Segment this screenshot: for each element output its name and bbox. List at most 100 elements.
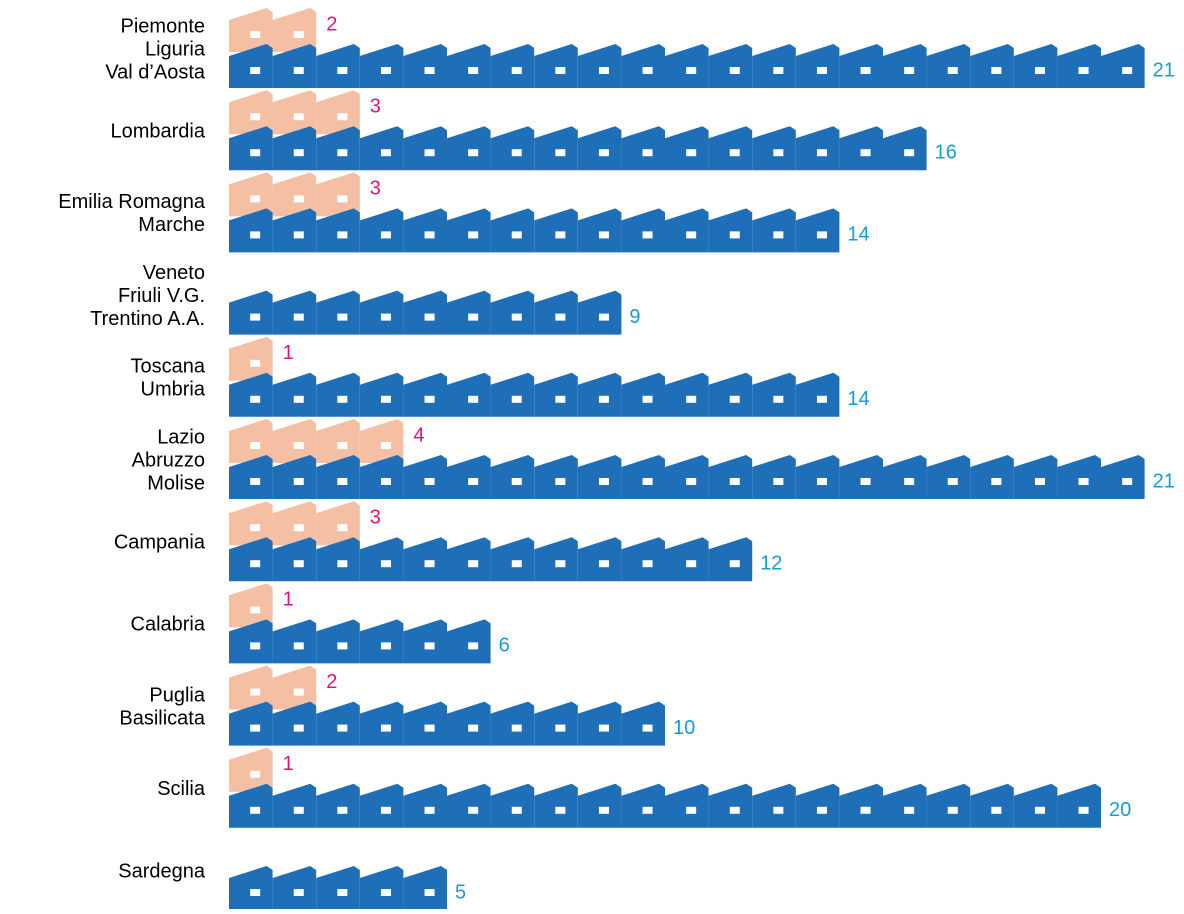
pictogram-bar <box>229 172 360 217</box>
building-unit <box>534 372 578 417</box>
building-unit <box>229 665 273 710</box>
category-label: Marche <box>138 214 205 236</box>
building-unit <box>665 44 709 88</box>
building-unit <box>316 783 360 828</box>
window <box>729 149 740 157</box>
window <box>424 478 435 485</box>
window <box>991 67 1002 74</box>
value-label: 2 <box>326 671 337 693</box>
window <box>468 395 479 403</box>
window <box>598 231 609 239</box>
window <box>686 149 697 157</box>
window <box>337 560 348 568</box>
building-unit <box>229 8 273 52</box>
window <box>947 806 958 814</box>
building-unit <box>795 372 840 417</box>
building-unit <box>272 419 317 463</box>
building-unit <box>708 537 753 582</box>
window <box>1078 67 1089 74</box>
window <box>642 724 653 732</box>
window <box>293 313 304 321</box>
value-label: 10 <box>673 717 695 739</box>
building-unit <box>577 126 622 171</box>
window <box>773 478 784 485</box>
building-unit <box>708 372 753 417</box>
pictogram-bar <box>229 372 840 417</box>
window <box>250 524 261 532</box>
building-unit <box>229 90 273 135</box>
building-unit <box>229 419 273 463</box>
pictogram-bar <box>229 419 404 463</box>
window <box>337 67 348 74</box>
window <box>468 806 479 814</box>
building-unit <box>665 126 709 171</box>
building-unit <box>1057 455 1101 499</box>
building-unit <box>577 537 622 582</box>
window <box>1122 67 1133 74</box>
building-unit <box>359 783 404 828</box>
building-unit <box>316 290 360 335</box>
value-label: 14 <box>847 224 869 246</box>
window <box>293 724 304 732</box>
value-label: 2 <box>326 13 337 35</box>
building-unit <box>447 208 491 253</box>
window <box>816 231 827 239</box>
building-unit <box>229 336 273 381</box>
building-unit <box>447 44 491 88</box>
building-unit <box>534 455 578 499</box>
window <box>511 724 522 732</box>
building-unit <box>577 208 622 253</box>
window <box>555 478 566 485</box>
window <box>1078 478 1089 485</box>
building-unit <box>272 619 317 664</box>
building-unit <box>708 208 753 253</box>
building-unit <box>839 44 883 88</box>
window <box>250 395 261 403</box>
building-unit <box>490 372 535 417</box>
building-unit <box>795 44 840 88</box>
building-unit <box>229 583 273 628</box>
category-label: Abruzzo <box>132 449 205 471</box>
window <box>1078 806 1089 814</box>
window <box>642 395 653 403</box>
window <box>1034 478 1045 485</box>
window <box>686 806 697 814</box>
building-unit <box>1057 783 1101 828</box>
building-unit <box>272 8 317 52</box>
value-label: 20 <box>1109 799 1131 821</box>
building-unit <box>1013 783 1058 828</box>
building-unit <box>795 126 840 171</box>
window <box>250 478 261 485</box>
window <box>250 149 261 157</box>
building-unit <box>926 455 971 499</box>
building-unit <box>883 783 927 828</box>
building-unit <box>229 290 273 335</box>
window <box>293 524 304 532</box>
building-unit <box>621 537 665 582</box>
window <box>250 724 261 732</box>
window <box>424 560 435 568</box>
building-unit <box>272 501 317 546</box>
window <box>337 478 348 485</box>
window <box>511 67 522 74</box>
building-unit <box>272 372 317 417</box>
building-unit <box>229 126 273 171</box>
category-label: Umbria <box>141 379 206 401</box>
building-unit <box>883 455 927 499</box>
building-unit <box>229 701 273 746</box>
window <box>511 231 522 239</box>
building-unit <box>970 455 1014 499</box>
building-unit <box>1013 44 1058 88</box>
building-unit <box>316 501 360 546</box>
category-label: Lazio <box>157 426 205 448</box>
window <box>555 724 566 732</box>
window <box>424 806 435 814</box>
window <box>598 478 609 485</box>
building-unit <box>403 290 447 335</box>
building-unit <box>316 372 360 417</box>
pictogram-bar <box>229 501 360 546</box>
window <box>816 478 827 485</box>
building-unit <box>534 783 578 828</box>
building-unit <box>229 44 273 88</box>
window <box>380 313 391 321</box>
